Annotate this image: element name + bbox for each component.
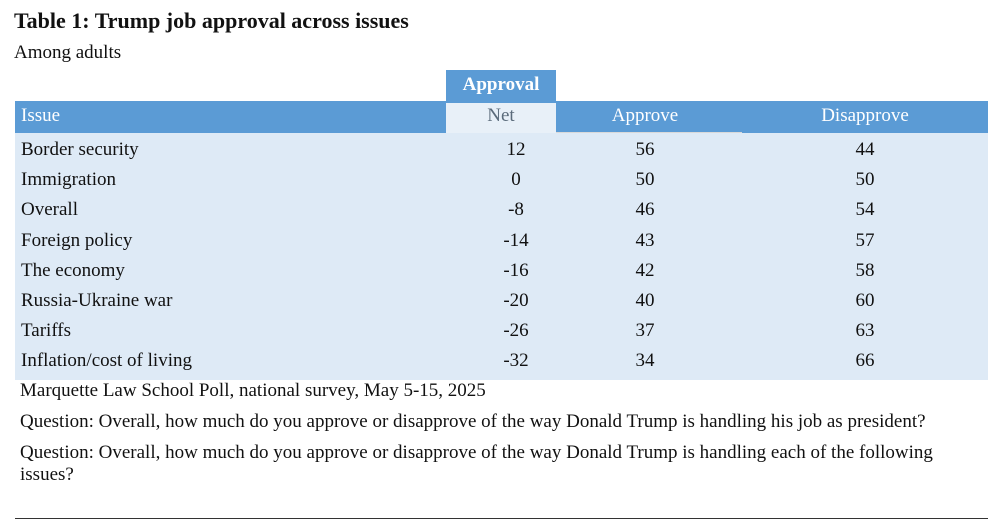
cell-net: -32 [503,350,529,372]
cell-issue: Russia-Ukraine war [21,289,173,311]
table-row: Immigration 0 50 50 [15,165,988,195]
cell-issue: The economy [21,259,125,281]
cell-approve: 37 [635,320,655,342]
table-notes: Marquette Law School Poll, national surv… [20,380,980,495]
table-row: Russia-Ukraine war -20 40 60 [15,286,988,316]
cell-disapprove: 60 [855,289,875,311]
cell-disapprove: 54 [855,199,875,221]
cell-net: -14 [503,229,529,251]
source-note: Marquette Law School Poll, national surv… [20,380,486,401]
cell-issue: Inflation/cost of living [21,350,192,372]
cell-issue: Tariffs [21,320,72,342]
cell-approve: 34 [635,350,655,372]
cell-approve: 56 [635,139,655,160]
cell-approve: 43 [635,229,655,251]
table-title: Table 1: Trump job approval across issue… [14,8,409,33]
cell-net: 0 [511,169,521,191]
cell-disapprove: 50 [855,169,875,191]
table-row: Inflation/cost of living -32 34 66 [15,346,988,376]
table-row: Tariffs -26 37 63 [15,316,988,346]
table-subtitle: Among adults [14,42,122,63]
cell-net: -20 [503,289,529,311]
question-note-1: Question: Overall, how much do you appro… [20,411,926,432]
cell-issue: Immigration [21,169,116,191]
cell-disapprove: 66 [855,350,875,372]
table-row: Overall -8 46 54 [15,195,988,225]
cell-issue: Foreign policy [21,229,133,251]
question-note-2: Question: Overall, how much do you appro… [20,442,933,485]
column-header-approve: Approve [611,105,679,126]
cell-issue: Overall [21,199,78,221]
cell-disapprove: 57 [855,229,875,251]
bottom-rule [15,518,988,519]
cell-net: -8 [508,199,524,221]
table-row: Border security 12 56 44 [15,135,988,165]
column-header-disapprove: Disapprove [821,105,909,126]
net-column-header-cell: Net [446,101,556,133]
cell-net: 12 [506,139,526,160]
table-row: Foreign policy -14 43 57 [15,226,988,256]
cell-approve: 42 [635,259,655,281]
table-rows: Border security 12 56 44 Immigration 0 50 50 Ove… [15,135,988,377]
cell-approve: 40 [635,289,655,311]
cell-issue: Border security [21,139,139,160]
column-header-issue: Issue [21,105,61,126]
cell-approve: 46 [635,199,655,221]
cell-approve: 50 [635,169,655,191]
cell-net: -26 [503,320,529,342]
cell-disapprove: 44 [855,139,875,160]
cell-disapprove: 63 [855,320,875,342]
approval-group-header: Approval [446,70,556,103]
table-body [15,133,988,380]
column-header-net: Net [487,105,515,126]
table-row: The economy -16 42 58 [15,256,988,286]
cell-net: -16 [503,259,529,281]
cell-disapprove: 58 [855,259,875,281]
